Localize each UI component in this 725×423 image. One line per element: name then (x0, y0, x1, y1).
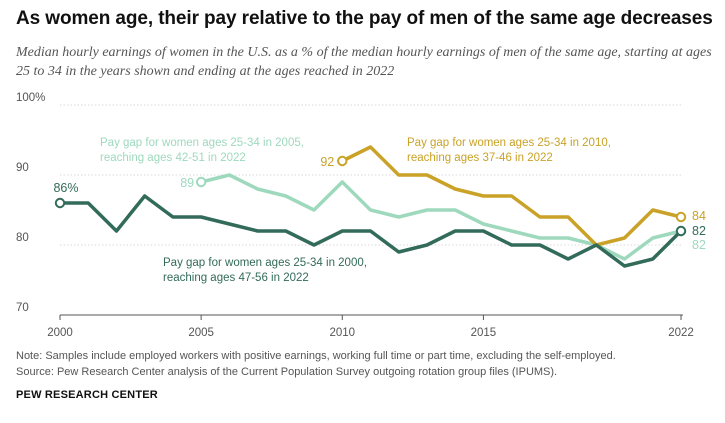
series-start-marker (337, 155, 348, 167)
x-tick-label: 2005 (188, 327, 214, 339)
brand-logo: PEW RESEARCH CENTER (16, 389, 158, 401)
series-labels: 86% 82 89 82 92 84 Pay gap for women ages 25-3… (53, 137, 705, 284)
chart-title: As women age, their pay relative to the … (16, 8, 713, 29)
chart-subtitle: Median hourly earnings of women in the U… (16, 45, 712, 79)
series-annotation: Pay gap for women ages 25-34 in 2010, rea… (407, 137, 611, 164)
series-end-marker (675, 211, 687, 223)
start-value-label: 89 (180, 176, 194, 190)
series-start-marker (195, 176, 207, 188)
y-tick-label: 100% (16, 92, 45, 104)
series-annotation: Pay gap for women ages 25-34 in 2005, rea… (100, 137, 304, 164)
grid-lines (60, 104, 683, 316)
chart-note: Note: Samples include employed workers w… (16, 350, 616, 362)
y-tick-label: 90 (16, 162, 29, 174)
end-value-label: 82 (692, 238, 706, 252)
series-lines (54, 145, 687, 268)
start-value-label: 86% (53, 181, 78, 195)
x-tick-label: 2015 (471, 327, 497, 339)
y-tick-label: 80 (16, 232, 29, 244)
end-value-label: 84 (692, 209, 706, 223)
chart-source: Source: Pew Research Center analysis of … (16, 366, 558, 378)
x-tick-label: 2010 (329, 327, 355, 339)
axis-ticks: 100% 90 80 70 2000 2005 2010 2015 2022 (16, 92, 694, 339)
start-value-label: 92 (320, 155, 334, 169)
end-value-label: 82 (692, 224, 706, 238)
series-start-marker (54, 197, 66, 209)
x-tick-label: 2000 (47, 327, 73, 339)
series-line-cohort2000 (58, 194, 683, 268)
series-line-cohort2010 (340, 145, 683, 247)
x-tick-label: 2022 (668, 327, 694, 339)
series-annotation: Pay gap for women ages 25-34 in 2000, rea… (163, 257, 367, 284)
series-end-marker (675, 225, 687, 237)
series-line-cohort2005 (199, 173, 683, 261)
y-tick-label: 70 (16, 302, 29, 314)
